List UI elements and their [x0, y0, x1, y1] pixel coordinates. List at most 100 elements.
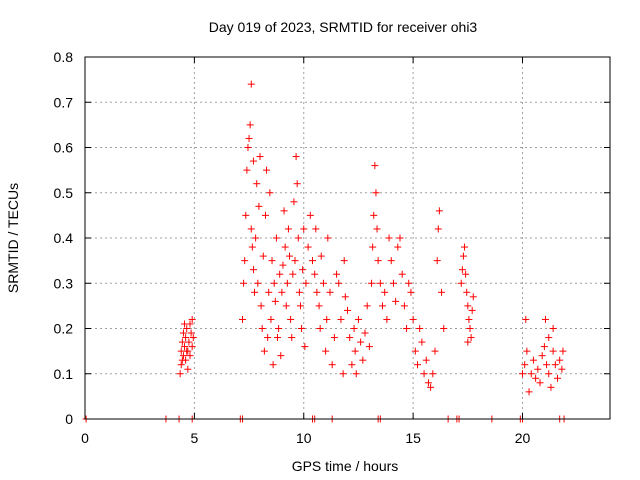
data-point — [465, 315, 473, 323]
data-point — [431, 347, 439, 355]
data-point — [463, 288, 471, 296]
data-point — [289, 270, 297, 278]
data-point — [333, 270, 341, 278]
data-point — [239, 315, 246, 323]
data-point — [534, 365, 542, 373]
data-point — [264, 334, 272, 342]
data-point — [414, 361, 421, 369]
data-point — [381, 288, 389, 296]
data-point — [556, 356, 564, 364]
data-point — [265, 288, 273, 296]
data-point — [464, 302, 472, 310]
data-point — [394, 243, 402, 251]
data-point — [359, 356, 367, 364]
data-point — [389, 279, 397, 287]
data-point — [429, 370, 437, 378]
data-point — [313, 288, 321, 296]
data-point — [559, 347, 567, 355]
data-point — [243, 166, 251, 174]
y-tick-label: 0.5 — [54, 185, 74, 201]
data-point — [529, 356, 537, 364]
data-point — [405, 279, 413, 287]
data-point — [461, 243, 469, 251]
y-tick-label: 0.8 — [54, 49, 74, 65]
data-point — [519, 370, 526, 378]
data-point — [179, 352, 187, 360]
x-axis-ticks: 0 5 10 15 20 — [81, 57, 530, 446]
data-point — [315, 302, 323, 310]
data-point — [294, 234, 302, 242]
data-point — [279, 261, 287, 269]
data-point — [350, 325, 358, 332]
data-point — [244, 144, 252, 151]
data-point — [247, 225, 255, 233]
data-point — [538, 352, 546, 360]
data-point — [275, 325, 283, 332]
data-point — [246, 121, 254, 129]
data-point — [400, 302, 408, 310]
data-point — [242, 211, 250, 219]
data-point — [523, 347, 531, 355]
data-point — [372, 189, 380, 197]
data-point — [373, 225, 381, 233]
data-point — [462, 270, 470, 278]
x-tick-label: 15 — [405, 430, 421, 446]
data-point — [354, 315, 362, 323]
data-point — [247, 80, 255, 88]
data-point — [181, 320, 189, 328]
data-point — [324, 234, 332, 242]
x-axis-title: GPS time / hours — [292, 458, 399, 474]
data-point — [407, 288, 415, 296]
data-point — [376, 279, 384, 287]
x-tick-label: 5 — [190, 430, 198, 446]
data-point — [363, 302, 371, 310]
data-point — [357, 338, 365, 346]
data-point — [306, 211, 314, 219]
data-point — [284, 225, 292, 233]
data-point — [387, 257, 395, 265]
data-point — [249, 266, 257, 274]
data-point — [466, 325, 474, 332]
data-point — [545, 370, 553, 378]
chart-title: Day 019 of 2023, SRMTID for receiver ohi… — [209, 19, 478, 35]
data-point — [189, 334, 197, 342]
data-point — [274, 334, 281, 342]
y-tick-label: 0 — [65, 411, 73, 427]
data-point — [176, 370, 184, 378]
data-point — [276, 270, 284, 278]
data-point — [369, 243, 377, 251]
data-point — [256, 153, 264, 161]
data-point — [422, 356, 430, 364]
data-point — [409, 315, 417, 323]
x-tick-label: 20 — [515, 430, 531, 446]
data-point — [458, 266, 466, 274]
data-point — [179, 329, 187, 337]
data-point — [340, 257, 348, 265]
data-point — [304, 243, 312, 251]
data-point — [269, 361, 277, 369]
data-point — [532, 374, 540, 382]
data-point — [527, 370, 535, 378]
data-point — [280, 207, 288, 215]
y-tick-label: 0.2 — [54, 321, 74, 337]
data-point — [188, 315, 196, 323]
data-point — [178, 338, 186, 346]
data-point — [252, 234, 260, 242]
data-point — [181, 343, 189, 351]
data-point — [323, 315, 331, 323]
data-point — [411, 347, 419, 355]
data-point — [253, 180, 261, 188]
data-point — [459, 252, 467, 260]
data-point — [188, 343, 196, 351]
data-point — [263, 166, 271, 174]
data-point — [299, 266, 307, 274]
data-point — [371, 162, 379, 170]
data-point — [341, 293, 349, 301]
data-point — [558, 365, 566, 373]
data-point — [396, 234, 404, 242]
data-point — [322, 347, 330, 355]
data-point — [536, 379, 544, 387]
data-point — [288, 334, 296, 342]
data-point — [249, 157, 257, 165]
